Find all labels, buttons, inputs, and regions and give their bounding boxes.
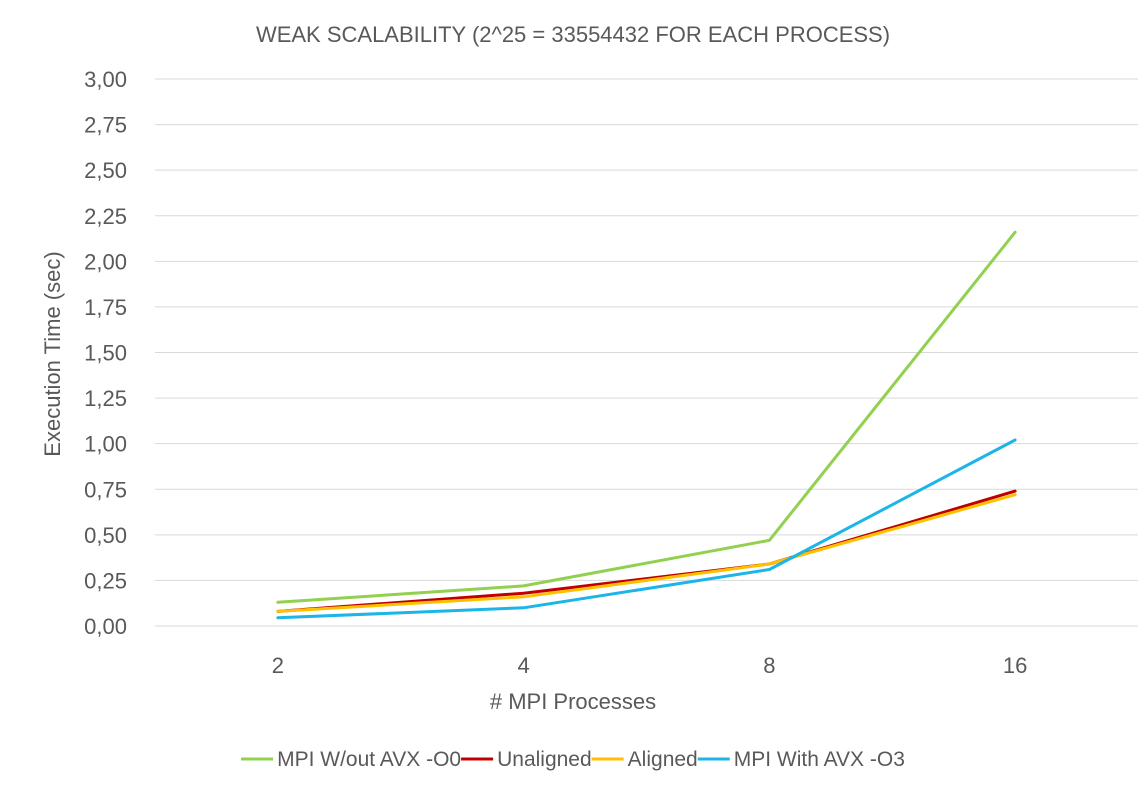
series-line-1 [276,489,1017,613]
y-tick-label: 0,00 [84,614,127,639]
y-tick-label: 0,75 [84,477,127,502]
gridlines [155,78,1138,627]
legend-label: Unaligned [497,748,592,771]
y-axis-ticks: 0,00 0,25 0,50 0,75 1,00 1,25 1,50 1,75 2,00 2,25… [84,67,127,639]
series-line-0 [276,230,1017,604]
x-axis-ticks: 2 4 8 16 [272,653,1028,678]
legend-label: MPI W/out AVX -O0 [277,748,461,771]
x-axis-label: # MPI Processes [490,689,656,714]
y-tick-label: 2,25 [84,204,127,229]
chart-title: WEAK SCALABILITY (2^25 = 33554432 FOR EA… [256,22,890,47]
y-tick-label: 2,75 [84,113,127,138]
series-lines [276,230,1017,620]
y-tick-label: 2,00 [84,249,127,274]
y-tick-label: 3,00 [84,67,127,92]
legend-item: MPI With AVX -O3 [697,748,905,771]
y-tick-label: 2,50 [84,158,127,183]
y-tick-label: 1,50 [84,341,127,366]
x-tick-label: 8 [763,653,775,678]
series-line-2 [276,493,1017,613]
legend-label: MPI With AVX -O3 [734,748,905,771]
legend-item: MPI W/out AVX -O0 [241,748,461,771]
y-tick-label: 1,25 [84,386,127,411]
legend-item: Aligned [591,748,698,771]
legend-item: Unaligned [461,748,592,771]
y-tick-label: 1,75 [84,295,127,320]
x-tick-label: 16 [1003,653,1027,678]
y-tick-label: 0,25 [84,568,127,593]
x-tick-label: 2 [272,653,284,678]
y-axis-label: Execution Time (sec) [40,251,65,456]
x-tick-label: 4 [518,653,530,678]
y-tick-label: 0,50 [84,523,127,548]
series-line-3 [276,438,1017,620]
legend-label: Aligned [628,748,698,771]
legend: MPI W/out AVX -O0 Unaligned Aligned MPI Wit… [241,748,905,771]
y-tick-label: 1,00 [84,432,127,457]
